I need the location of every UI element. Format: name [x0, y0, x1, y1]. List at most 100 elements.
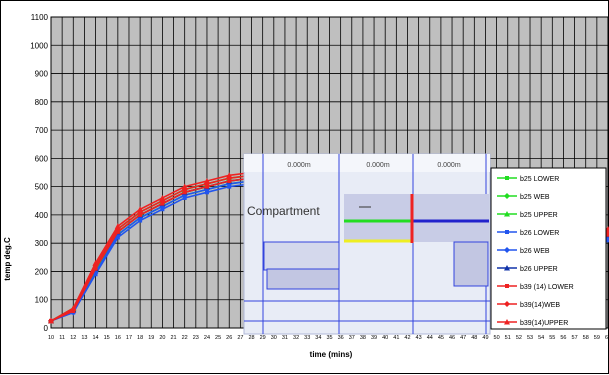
- x-tick-label: 31: [282, 335, 288, 341]
- legend-marker: [505, 176, 509, 180]
- x-tick-label: 11: [59, 335, 65, 341]
- legend-item: b25 LOWER: [497, 176, 559, 183]
- data-point: [159, 194, 166, 201]
- x-tick-label: 25: [215, 335, 221, 341]
- x-tick-label: 56: [560, 335, 566, 341]
- x-tick-label: 29: [260, 335, 266, 341]
- legend-label: b25 UPPER: [520, 212, 558, 219]
- x-tick-label: 48: [471, 335, 477, 341]
- legend-item: b39 (14) LOWER: [497, 284, 574, 291]
- x-tick-label: 17: [126, 335, 132, 341]
- x-tick-label: 22: [182, 335, 188, 341]
- legend-items: b25 LOWER b25 WEB b25 UPPER b26 LOWER b26 WE…: [497, 176, 574, 327]
- legend-marker: [504, 247, 510, 253]
- x-tick-label: 34: [315, 335, 321, 341]
- x-tick-label: 52: [516, 335, 522, 341]
- x-tick-label: 37: [349, 335, 355, 341]
- y-tick-label: 500: [35, 183, 49, 192]
- y-tick-label: 300: [35, 239, 49, 248]
- inset-label-2: 0.000m: [366, 162, 390, 169]
- inset-box-left: [263, 241, 340, 271]
- x-tick-label: 42: [404, 335, 410, 341]
- x-tick-label: 16: [115, 335, 121, 341]
- data-point: [137, 206, 144, 212]
- legend-label: b26 WEB: [520, 248, 550, 255]
- x-tick-label: 40: [382, 335, 388, 341]
- legend-marker: [504, 265, 510, 271]
- inset-compartment-label: Compartment: [247, 204, 320, 218]
- data-point: [48, 317, 54, 324]
- x-tick-label: 38: [360, 335, 366, 341]
- legend-marker: [504, 193, 510, 199]
- x-tick-label: 41: [393, 335, 399, 341]
- x-tick-label: 15: [104, 335, 110, 341]
- x-tick-label: 10: [48, 335, 54, 341]
- x-tick-label: 14: [92, 335, 98, 341]
- inset-box-right: [453, 241, 489, 287]
- data-point: [181, 183, 188, 190]
- x-axis-ticks: 10 11 12 13 14 15 16 17 18 19 20 21 22 23 24 25 26 27 28 29…: [48, 335, 609, 341]
- x-tick-label: 33: [304, 335, 310, 341]
- inset-header: [244, 154, 490, 172]
- data-point: [92, 259, 99, 266]
- y-tick-label: 400: [35, 211, 49, 220]
- legend: b25 LOWER b25 WEB b25 UPPER b26 LOWER b26 WE…: [490, 167, 607, 330]
- legend-marker: [504, 211, 510, 217]
- data-point: [606, 232, 609, 237]
- legend-item: b39(14)UPPER: [497, 319, 568, 327]
- y-tick-label: 900: [35, 70, 49, 79]
- data-point: [226, 172, 233, 178]
- data-point: [70, 305, 77, 311]
- x-tick-label: 20: [159, 335, 165, 341]
- legend-label: b26 UPPER: [520, 266, 558, 273]
- inset-label-1: 0.000m: [287, 162, 311, 169]
- legend-item: b26 UPPER: [497, 265, 558, 273]
- x-tick-label: 30: [271, 335, 277, 341]
- legend-label: b39(14)WEB: [520, 302, 560, 309]
- y-tick-label: 600: [35, 154, 49, 163]
- x-tick-label: 28: [248, 335, 254, 341]
- legend-item: b26 LOWER: [497, 230, 559, 237]
- x-tick-label: 13: [81, 335, 87, 341]
- legend-label: b39(14)UPPER: [520, 320, 568, 327]
- x-tick-label: 51: [505, 335, 511, 341]
- inset-label-3: 0.000m: [437, 162, 461, 169]
- x-tick-label: 18: [137, 335, 143, 341]
- x-tick-label: 55: [549, 335, 555, 341]
- x-tick-label: 57: [572, 335, 578, 341]
- x-tick-label: 47: [460, 335, 466, 341]
- data-point: [606, 238, 609, 243]
- x-tick-label: 32: [293, 335, 299, 341]
- legend-marker: [505, 284, 509, 288]
- x-tick-label: 24: [204, 335, 210, 341]
- y-tick-label: 200: [35, 267, 49, 276]
- legend-item: b25 WEB: [497, 193, 550, 201]
- x-tick-label: 12: [70, 335, 76, 341]
- y-tick-label: 1100: [31, 13, 49, 22]
- inset-compartment-zone: [344, 194, 489, 242]
- y-tick-label: 0: [44, 324, 49, 333]
- x-tick-label: 58: [583, 335, 589, 341]
- legend-label: b39 (14) LOWER: [520, 284, 574, 291]
- inset-diagram: 0.000m 0.000m 0.000m Compartment: [243, 153, 491, 335]
- x-tick-label: 59: [594, 335, 600, 341]
- x-tick-label: 53: [527, 335, 533, 341]
- x-tick-label: 43: [416, 335, 422, 341]
- data-point: [114, 223, 121, 229]
- legend-item: b25 UPPER: [497, 211, 558, 219]
- legend-marker: [504, 319, 510, 325]
- x-tick-label: 23: [193, 335, 199, 341]
- x-tick-label: 44: [427, 335, 433, 341]
- x-axis-label: time (mins): [310, 350, 353, 359]
- y-tick-label: 1000: [30, 41, 48, 50]
- x-tick-label: 35: [326, 335, 332, 341]
- x-tick-label: 60: [605, 335, 609, 341]
- y-axis-ticks: 0 100 200 300 400 500 600 700 800 900 1000 1100: [30, 13, 48, 333]
- legend-box: [490, 167, 607, 330]
- y-tick-label: 700: [35, 126, 49, 135]
- x-tick-label: 45: [438, 335, 444, 341]
- legend-item: b39(14)WEB: [497, 301, 560, 309]
- legend-label: b25 LOWER: [520, 176, 559, 183]
